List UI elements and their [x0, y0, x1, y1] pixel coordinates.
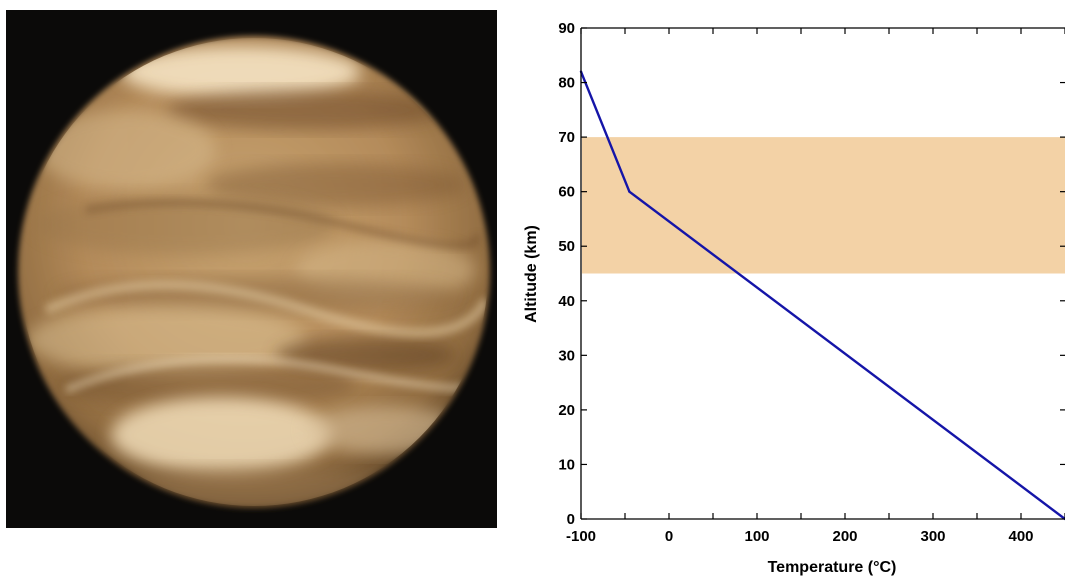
temperature-altitude-chart: -100 0 100 200 300 400 0 10 20 30 40 50 60 70 80 90 Tem… — [505, 0, 1065, 579]
y-tick-label-7: 70 — [558, 129, 575, 146]
y-tick-label-8: 80 — [558, 75, 575, 92]
y-tick-label-0: 0 — [567, 511, 575, 528]
x-tick-label-5: 400 — [1008, 528, 1033, 545]
bands-layer — [582, 137, 1065, 274]
y-tick-label-1: 10 — [558, 456, 575, 473]
y-tick-label-4: 40 — [558, 293, 575, 310]
x-axis-label: Temperature (°C) — [768, 559, 897, 576]
y-axis-label: Altitude (km) — [523, 225, 540, 323]
cloud-layer-band-0 — [582, 137, 1065, 274]
y-tick-label-3: 30 — [558, 347, 575, 364]
y-tick-label-2: 20 — [558, 402, 575, 419]
x-tick-label-1: 0 — [665, 528, 673, 545]
profile-point-0-1 — [628, 190, 631, 193]
axes-layer — [580, 27, 1065, 520]
x-tick-label-3: 200 — [832, 528, 857, 545]
y-tick-label-6: 60 — [558, 184, 575, 201]
x-tick-label-4: 300 — [920, 528, 945, 545]
x-tick-label-0: -100 — [566, 528, 596, 545]
venus-planet-svg — [6, 10, 497, 528]
y-tick-label-9: 90 — [558, 20, 575, 37]
venus-planet-image — [6, 10, 497, 528]
y-tick-label-5: 50 — [558, 238, 575, 255]
x-tick-label-2: 100 — [744, 528, 769, 545]
